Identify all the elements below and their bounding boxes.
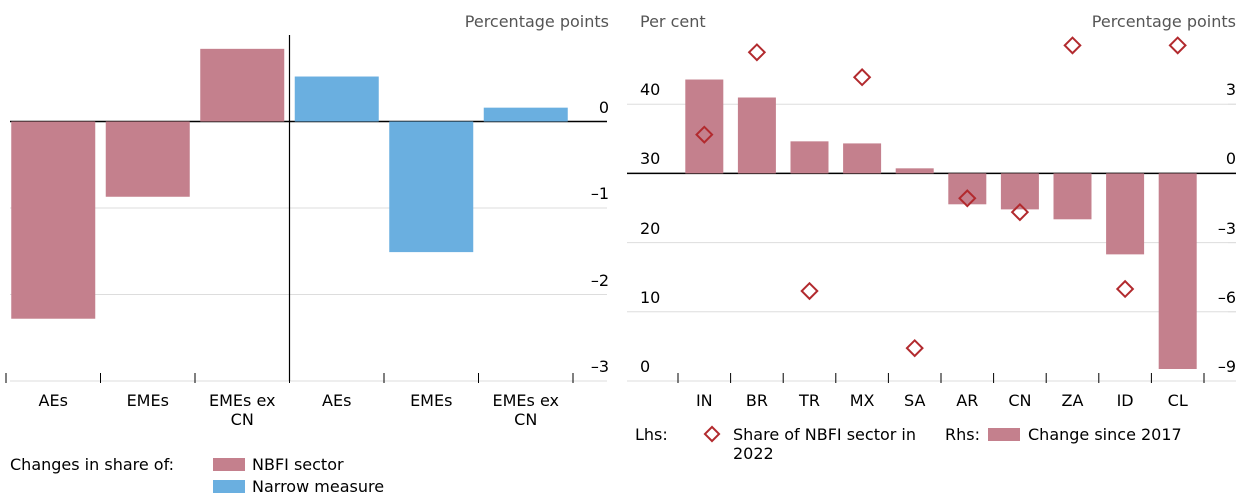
y2-axis-label: Percentage points (1091, 12, 1236, 31)
bar (389, 121, 474, 253)
legend-label: NBFI sector (252, 455, 344, 474)
diamond-marker (747, 43, 767, 62)
legend-label: Narrow measure (252, 477, 385, 496)
bar (105, 121, 190, 197)
x-tick-label: ID (1116, 391, 1134, 410)
y-tick-label: 30 (640, 149, 661, 169)
bar (843, 143, 882, 174)
diamond-marker (1010, 202, 1030, 222)
bar (737, 97, 776, 174)
legend-swatch (213, 458, 245, 471)
x-tick-label: EMEs (410, 391, 453, 410)
y-axis-label: Per cent (640, 12, 706, 31)
bar (895, 168, 934, 174)
diamond-marker (852, 68, 872, 87)
x-tick-label: IN (695, 391, 713, 410)
y2-tick-label: –9 (1217, 357, 1236, 376)
x-tick-label: AR (956, 391, 979, 410)
legend-marker (703, 425, 721, 443)
legend-title: Changes in share of: (10, 455, 175, 474)
bar (1053, 173, 1092, 220)
y-tick-label: –2 (590, 270, 609, 290)
legend-label: Change since 2017 (1028, 425, 1182, 444)
x-tick-label: AEs (322, 391, 352, 410)
bar (1106, 173, 1145, 255)
x-tick-label: EMEs (126, 391, 169, 410)
bar (200, 48, 285, 122)
x-tick-label: ZA (1061, 391, 1084, 410)
y-tick-label: 0 (598, 97, 609, 117)
diamond-marker (1063, 36, 1082, 55)
y-tick-label: –3 (590, 357, 609, 376)
x-tick-label: BR (745, 391, 768, 410)
x-tick-label: AEs (38, 391, 68, 410)
y2-tick-label: 3 (1225, 80, 1236, 100)
x-tick-label: CL (1167, 391, 1188, 410)
x-tick-label: SA (903, 391, 926, 410)
bar (1158, 173, 1197, 370)
diamond-marker (1115, 279, 1135, 299)
y2-tick-label: 0 (1225, 149, 1236, 169)
diamond-marker (1168, 36, 1187, 55)
y-axis-label: Percentage points (464, 12, 609, 31)
bar (790, 141, 829, 174)
x-tick-label: EMEs ex CN (492, 391, 559, 429)
x-tick-label: EMEs ex CN (209, 391, 276, 429)
diamond-marker (958, 189, 977, 208)
y2-tick-label: –6 (1217, 287, 1236, 307)
x-tick-label: MX (849, 391, 875, 410)
legend-prefix: Rhs: (945, 425, 980, 444)
y-tick-label: 10 (640, 287, 661, 307)
y-tick-label: 20 (640, 218, 661, 238)
diamond-marker (695, 125, 714, 144)
bar (948, 173, 987, 205)
bar (294, 76, 379, 122)
diamond-marker (905, 338, 924, 358)
legend-swatch (988, 428, 1020, 441)
bar (11, 121, 96, 319)
x-tick-label: TR (799, 391, 820, 410)
y-tick-label: 0 (640, 357, 651, 376)
x-tick-label: CN (1008, 391, 1032, 410)
legend-prefix: Lhs: (635, 425, 668, 444)
bar (483, 107, 568, 122)
y-tick-label: –1 (590, 184, 609, 203)
legend-swatch (213, 480, 245, 493)
diamond-marker (800, 281, 819, 301)
legend-label: Share of NBFI sector in 2022 (733, 425, 917, 463)
y2-tick-label: –3 (1217, 218, 1236, 238)
y-tick-label: 40 (640, 80, 661, 100)
